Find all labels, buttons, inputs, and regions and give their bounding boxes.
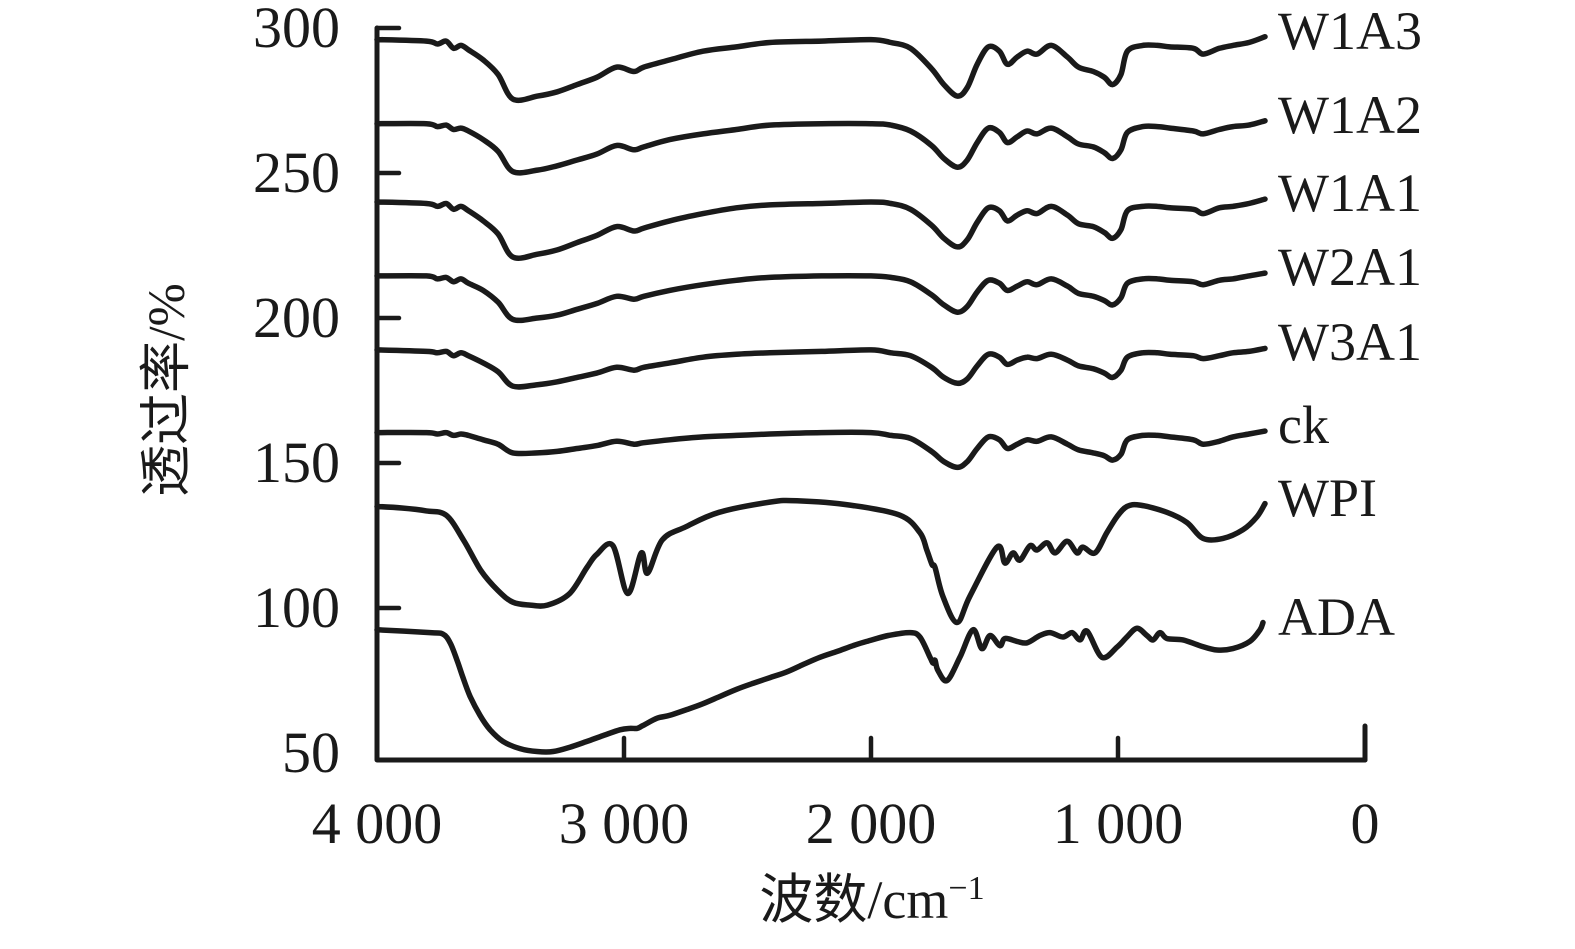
y-axis-title: 透过率/% xyxy=(139,283,196,497)
y-tick-label-300: 300 xyxy=(253,0,340,60)
curve-w1a1 xyxy=(374,196,1268,261)
curve-w3a1 xyxy=(374,345,1268,390)
series-label-w1a3: W1A3 xyxy=(1278,0,1422,61)
series-label-ck: ck xyxy=(1278,395,1329,456)
curve-ck xyxy=(374,428,1268,471)
x-tick-label-3000: 3 000 xyxy=(558,791,690,856)
x-tick-label-2000: 2 000 xyxy=(805,791,937,856)
series-label-w2a1: W2A1 xyxy=(1278,237,1422,298)
x-tick-label-4000: 4 000 xyxy=(311,791,443,856)
y-tick-label-250: 250 xyxy=(253,140,340,205)
y-tick-label-200: 200 xyxy=(253,285,340,350)
curve-w1a3 xyxy=(374,33,1268,104)
x-tick-label-0: 0 xyxy=(1350,791,1380,856)
series-label-w1a2: W1A2 xyxy=(1278,84,1422,145)
curve-w1a2 xyxy=(374,118,1268,176)
y-tick-label-100: 100 xyxy=(253,575,340,640)
curve-w2a1 xyxy=(374,270,1268,324)
y-tick-label-150: 150 xyxy=(253,430,340,495)
series-label-wpi: WPI xyxy=(1278,467,1377,528)
x-tick-label-1000: 1 000 xyxy=(1052,791,1184,856)
x-axis-title-base: 波数/cm xyxy=(759,870,949,930)
y-tick-label-50: 50 xyxy=(282,720,340,785)
axis-frame xyxy=(374,25,1368,763)
x-axis-title: 波数/cm−1 xyxy=(692,868,1052,932)
series-label-ada: ADA xyxy=(1278,586,1395,647)
curve-ada xyxy=(374,619,1266,755)
series-label-w3a1: W3A1 xyxy=(1278,312,1422,373)
series-label-w1a1: W1A1 xyxy=(1278,163,1422,224)
x-axis-title-exponent: −1 xyxy=(948,870,985,907)
curve-wpi xyxy=(374,497,1268,626)
